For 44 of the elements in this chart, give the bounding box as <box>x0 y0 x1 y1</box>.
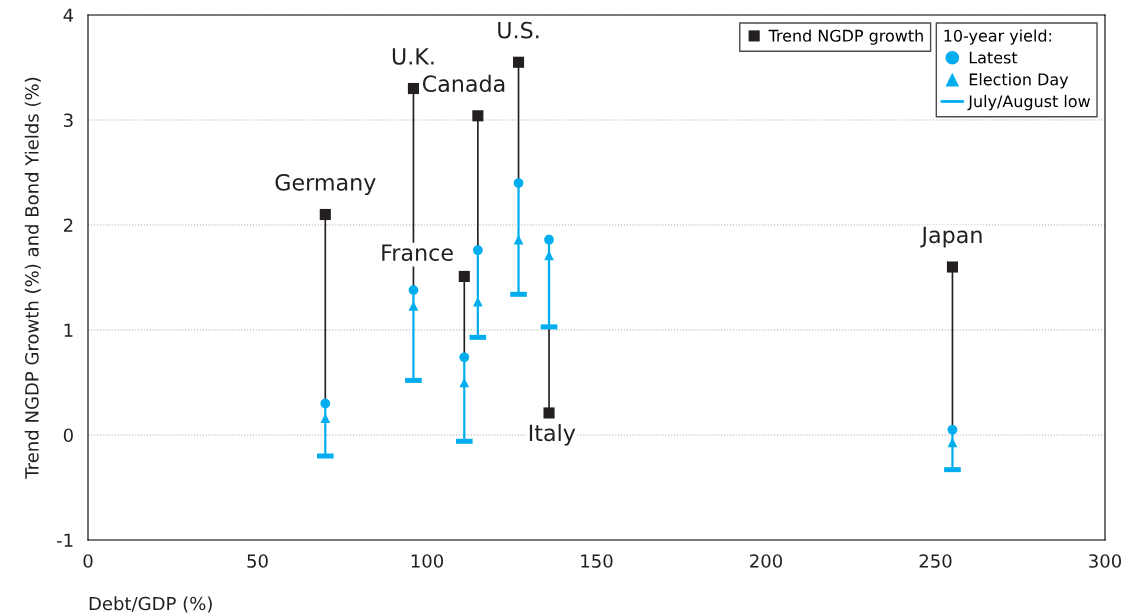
legend-label: Trend NGDP growth <box>768 29 923 45</box>
y-tick-label: 1 <box>64 323 73 337</box>
annotation: U.S. <box>498 21 539 39</box>
annotation: Japan <box>920 226 982 248</box>
point <box>459 352 470 363</box>
x-tick-label: 0 <box>83 554 93 568</box>
legend-title: 10-year yield: <box>944 29 1052 45</box>
point <box>544 234 554 245</box>
point <box>543 407 555 419</box>
point <box>472 110 484 122</box>
point <box>408 285 419 295</box>
point <box>458 270 470 283</box>
x-tick-label: 50 <box>247 554 268 568</box>
annotation: Italy <box>529 424 576 446</box>
annotation: Germany <box>275 173 376 196</box>
annotation: France <box>382 244 453 262</box>
y-tick-label: 0 <box>63 428 73 443</box>
y-axis-title: Trend NGDP Growth (%) and Bond Yields (%) <box>24 77 41 479</box>
point <box>407 82 419 95</box>
y-tick-label: -1 <box>56 533 73 547</box>
y-tick-label: 4 <box>63 8 74 22</box>
y-tick-label: 2 <box>63 218 73 232</box>
legend-label: July/August low <box>967 94 1090 111</box>
point <box>513 178 524 188</box>
point <box>512 56 525 68</box>
point <box>947 424 958 435</box>
x-tick-label: 200 <box>750 554 783 568</box>
x-tick-label: 300 <box>1089 554 1122 568</box>
annotation: U.K. <box>392 48 434 65</box>
point <box>472 245 483 256</box>
x-tick-label: 100 <box>411 554 444 568</box>
x-axis-title: Debt/GDP (%) <box>89 596 212 613</box>
x-tick-label: 250 <box>919 554 952 568</box>
point <box>319 208 331 221</box>
x-tick-label: 150 <box>581 554 613 568</box>
legend-label: Election Day <box>969 73 1069 89</box>
point <box>947 437 958 448</box>
annotation: Canada <box>422 74 505 93</box>
y-tick-label: 3 <box>64 113 73 128</box>
legend-label: Latest <box>969 51 1018 64</box>
point <box>320 398 331 409</box>
point <box>320 413 331 424</box>
point <box>459 377 470 388</box>
point <box>946 261 959 273</box>
